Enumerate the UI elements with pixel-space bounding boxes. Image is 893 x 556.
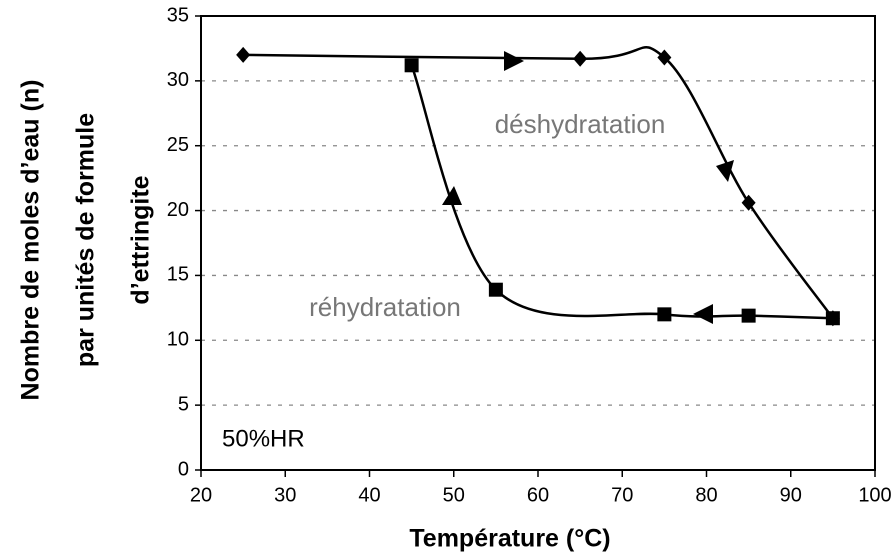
- x-axis-label: Température (°C): [409, 525, 610, 553]
- y-axis-label: d’ettringite: [127, 175, 155, 304]
- x-tick-label: 60: [527, 484, 549, 506]
- marker: [657, 49, 672, 66]
- x-tick-label: 70: [611, 484, 633, 506]
- arrow: [716, 160, 734, 182]
- marker: [236, 46, 251, 63]
- y-tick-label: 30: [167, 69, 189, 91]
- y-tick-label: 35: [167, 4, 189, 26]
- arrows: [442, 51, 734, 324]
- x-tick-label: 40: [358, 484, 380, 506]
- arrow: [693, 304, 713, 324]
- series-label: réhydratation: [309, 292, 461, 322]
- marker: [404, 58, 419, 73]
- x-tick-label: 50: [443, 484, 465, 506]
- y-tick-label: 0: [178, 458, 189, 480]
- series-label: déshydratation: [495, 109, 666, 139]
- marker: [825, 311, 840, 326]
- x-tick-label: 100: [858, 484, 891, 506]
- y-tick-label: 5: [178, 393, 189, 415]
- x-tick-label: 20: [190, 484, 212, 506]
- x-tick-label: 90: [780, 484, 802, 506]
- x-tick-label: 30: [274, 484, 296, 506]
- marker: [741, 308, 756, 323]
- y-tick-label: 10: [167, 329, 189, 351]
- y-tick-label: 15: [167, 264, 189, 286]
- arrow: [442, 186, 462, 205]
- marker: [573, 50, 588, 67]
- y-tick-label: 25: [167, 134, 189, 156]
- series-line: [410, 64, 833, 320]
- y-axis-label: par unités de formule: [72, 113, 100, 367]
- y-axis-label: Nombre de moles d’eau (n): [17, 80, 45, 401]
- arrow: [504, 51, 524, 71]
- marker: [488, 282, 503, 297]
- plot-frame: [200, 15, 876, 471]
- marker: [741, 194, 756, 211]
- annotation: 50%HR: [222, 425, 305, 452]
- series-line: [243, 46, 834, 319]
- x-tick-label: 80: [695, 484, 717, 506]
- marker: [657, 307, 672, 322]
- y-tick-label: 20: [167, 199, 189, 221]
